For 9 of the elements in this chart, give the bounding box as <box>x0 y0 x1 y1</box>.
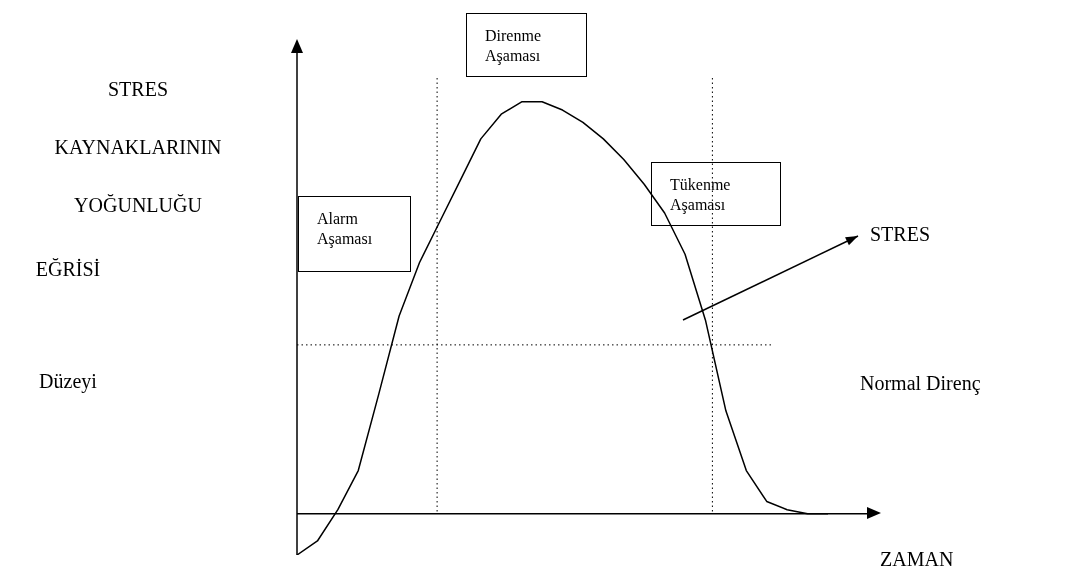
x-axis-title: ZAMAN <box>880 548 954 571</box>
annotation: Tükenme Aşaması <box>651 162 781 226</box>
ref-line-label: Normal Direnç <box>860 372 981 396</box>
text: Düzeyi <box>38 370 98 393</box>
annotation: Alarm Aşaması <box>298 196 411 272</box>
text: Direnme Aşaması <box>466 13 587 77</box>
text: STRES KAYNAKLARININ YOĞUNLUĞU <box>54 78 222 216</box>
text: EĞRİSİ <box>34 258 102 281</box>
text: STRES <box>870 223 931 246</box>
